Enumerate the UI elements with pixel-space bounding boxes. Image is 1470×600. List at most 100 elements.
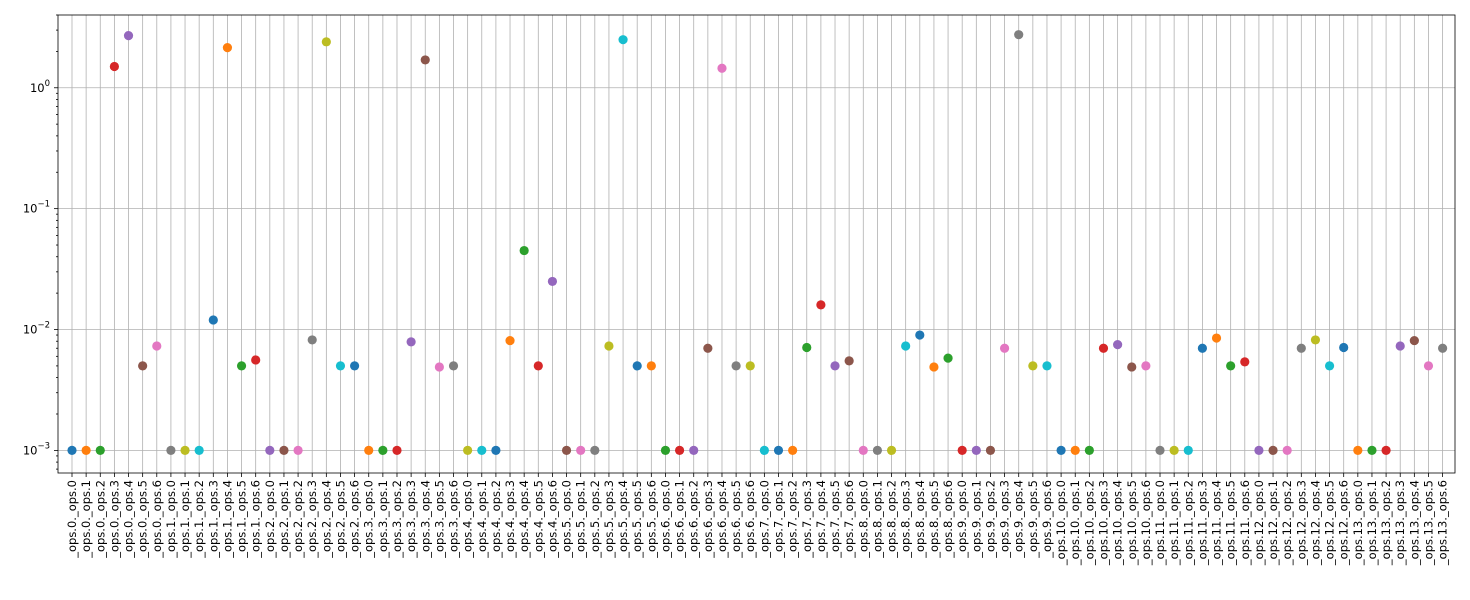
data-point: [1042, 361, 1052, 371]
data-point: [929, 362, 939, 372]
data-point: [265, 445, 275, 455]
data-point: [180, 445, 190, 455]
x-tick-label: _ops.8._ops.2: [885, 480, 899, 559]
data-point: [830, 361, 840, 371]
y-tick-label: 10−2: [23, 321, 50, 337]
data-point: [420, 55, 430, 65]
data-point: [95, 445, 105, 455]
x-tick-label: _ops.0._ops.3: [107, 480, 121, 559]
x-tick-label: _ops.6._ops.0: [658, 480, 672, 559]
x-tick-label: _ops.10._ops.1: [1068, 480, 1082, 566]
data-point: [364, 445, 374, 455]
data-point: [166, 445, 176, 455]
x-tick-label: _ops.13._ops.5: [1421, 480, 1435, 566]
x-tick-label: _ops.5._ops.1: [574, 480, 588, 559]
x-tick-label: _ops.11._ops.4: [1210, 480, 1224, 566]
y-tick-label: 10−1: [23, 200, 50, 216]
x-tick-label: _ops.3._ops.3: [404, 480, 418, 559]
data-point: [1098, 343, 1109, 353]
x-tick-label: _ops.0._ops.6: [150, 480, 164, 559]
y-tick-base: 10: [23, 323, 38, 337]
data-point: [293, 445, 303, 455]
data-point: [604, 341, 614, 351]
x-tick-label: _ops.10._ops.6: [1139, 480, 1153, 566]
x-tick-label: _ops.9._ops.0: [955, 480, 969, 559]
data-point: [674, 445, 685, 455]
x-tick-label: _ops.8._ops.6: [941, 480, 955, 559]
x-tick-label: _ops.0._ops.2: [93, 480, 107, 559]
x-tick-label: _ops.6._ops.3: [701, 480, 715, 559]
data-point: [816, 300, 826, 310]
x-tick-label: _ops.6._ops.5: [729, 480, 743, 559]
data-point: [844, 356, 854, 366]
x-tick-label: _ops.0._ops.5: [136, 480, 150, 559]
x-tick-label: _ops.12._ops.5: [1323, 480, 1337, 566]
y-tick-exponent: −3: [37, 441, 50, 451]
x-tick-label: _ops.7._ops.0: [757, 480, 771, 559]
data-point: [1211, 333, 1222, 343]
x-tick-label: _ops.13._ops.6: [1436, 480, 1450, 566]
data-point: [378, 445, 388, 455]
data-point: [350, 361, 360, 371]
x-tick-label: _ops.5._ops.3: [602, 480, 616, 559]
x-tick-label: _ops.12._ops.2: [1280, 480, 1294, 566]
data-point: [194, 445, 204, 455]
x-tick-label: _ops.7._ops.1: [772, 480, 786, 559]
data-point: [1240, 357, 1250, 367]
data-point: [279, 445, 289, 455]
data-point: [1324, 361, 1335, 371]
x-tick-label: _ops.13._ops.1: [1365, 480, 1379, 566]
data-point: [731, 361, 741, 371]
x-tick-label: _ops.10._ops.3: [1096, 480, 1110, 566]
data-point: [335, 361, 346, 371]
y-grid: [58, 87, 1455, 451]
data-point: [123, 31, 134, 41]
data-point: [505, 335, 515, 346]
data-point: [901, 341, 911, 351]
x-tick-label: _ops.2._ops.0: [263, 480, 277, 559]
x-tick-label: _ops.8._ops.4: [913, 480, 927, 559]
data-point: [802, 342, 812, 353]
x-tick-label: _ops.4._ops.1: [475, 480, 489, 559]
data-point: [788, 445, 798, 455]
data-point: [138, 361, 148, 371]
data-point: [1169, 445, 1179, 455]
data-point: [1084, 445, 1094, 455]
x-tick-label: _ops.7._ops.3: [800, 480, 814, 559]
data-point: [208, 315, 218, 325]
x-tick-label: _ops.5._ops.2: [588, 480, 602, 559]
data-point: [971, 445, 981, 455]
data-point: [1310, 335, 1321, 345]
data-point: [703, 343, 713, 353]
x-tick-label: _ops.10._ops.5: [1125, 480, 1139, 566]
x-tick-label: _ops.6._ops.4: [715, 480, 729, 559]
data-point: [1282, 445, 1292, 455]
x-tick-label: _ops.7._ops.4: [814, 480, 828, 559]
y-tick-base: 10: [23, 202, 38, 216]
data-point: [1070, 445, 1080, 455]
x-tick-label: _ops.2._ops.3: [305, 480, 319, 559]
y-tick-exponent: 0: [45, 79, 50, 89]
data-point: [152, 341, 162, 351]
y-tick-base: 10: [30, 81, 45, 95]
data-point: [985, 445, 996, 455]
y-tick-label: 100: [30, 79, 50, 95]
axes-frame: [57, 14, 1456, 474]
data-point: [1409, 335, 1419, 346]
data-point: [872, 445, 883, 455]
x-tick-label: _ops.0._ops.4: [122, 480, 136, 559]
data-point: [251, 355, 261, 365]
data-points: [67, 30, 1448, 455]
data-point: [858, 445, 868, 455]
data-point: [448, 361, 459, 371]
x-tick-label: _ops.9._ops.5: [1026, 480, 1040, 559]
data-point: [1141, 361, 1151, 371]
x-tick-label: _ops.3._ops.0: [362, 480, 376, 559]
data-point: [81, 445, 91, 455]
y-tick-exponent: −1: [37, 200, 50, 210]
x-tick-label: _ops.3._ops.1: [376, 480, 390, 559]
data-point: [590, 445, 600, 455]
x-tick-label: _ops.1._ops.3: [206, 480, 220, 559]
